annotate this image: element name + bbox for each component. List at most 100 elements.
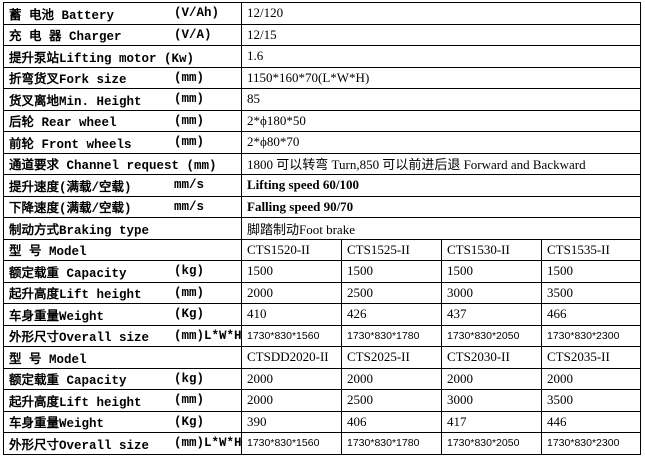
model-value: 417 bbox=[441, 410, 542, 433]
model-row: 额定载重 Capacity (kg) 2000 2000 2000 2000 bbox=[3, 367, 641, 390]
model-value: 3500 bbox=[541, 281, 641, 304]
row-label: 起升高度Lift height (mm) bbox=[3, 281, 242, 304]
model-value: 1730*830*2050 bbox=[441, 324, 542, 347]
label-name: 货叉离地Min. Height bbox=[9, 94, 142, 109]
spec-value: 1150*160*70(L*W*H) bbox=[241, 66, 641, 89]
model-row: 起升高度Lift height (mm) 2000 2500 3000 3500 bbox=[3, 281, 641, 304]
model-value: 1500 bbox=[241, 260, 342, 283]
label-name: 折弯货叉Fork size bbox=[9, 73, 127, 88]
label-unit: (Kg) bbox=[174, 414, 205, 429]
spec-row: 后轮 Rear wheel (mm) 2*ϕ180*50 bbox=[3, 109, 641, 132]
row-label: 额定载重 Capacity (kg) bbox=[3, 260, 242, 283]
spec-row: 蓄 电池 Battery (V/Ah) 12/120 bbox=[3, 2, 641, 25]
row-label: 提升泵站Lifting motor (Kw) bbox=[3, 45, 242, 68]
row-label: 制动方式Braking type bbox=[3, 217, 242, 240]
label-unit: (V/A) bbox=[174, 27, 212, 42]
model-value: 466 bbox=[541, 303, 641, 326]
spec-table: 蓄 电池 Battery (V/Ah) 12/120 充 电 器 Charger (V/… bbox=[3, 2, 641, 455]
label-unit: (mm) bbox=[174, 135, 205, 149]
model-value: CTS2030-II bbox=[441, 346, 542, 369]
model-row: 外形尺寸Overall size (mm)L*W*H 1730*830*1560 17… bbox=[3, 324, 641, 347]
row-label: 外形尺寸Overall size (mm)L*W*H bbox=[3, 432, 242, 455]
label-name: 起升高度Lift height bbox=[9, 395, 142, 410]
spec-row: 制动方式Braking type 脚踏制动Foot brake bbox=[3, 217, 641, 240]
spec-value: 12/15 bbox=[241, 23, 641, 46]
label-name: 外形尺寸Overall size bbox=[9, 438, 150, 453]
label-name: 起升高度Lift height bbox=[9, 288, 142, 303]
label-unit: (mm) bbox=[174, 393, 205, 407]
label-unit: (mm) bbox=[174, 285, 205, 300]
model-value: 2500 bbox=[341, 281, 442, 304]
label-unit: mm/s bbox=[174, 199, 205, 214]
label-unit: (mm) bbox=[174, 113, 205, 128]
row-label: 车身重量Weight (Kg) bbox=[3, 410, 242, 433]
label-name: 制动方式Braking type bbox=[9, 223, 150, 238]
model-value: 3500 bbox=[541, 389, 641, 412]
model-value: CTS1520-II bbox=[241, 238, 342, 261]
spec-value: Lifting speed 60/100 bbox=[241, 174, 641, 197]
spec-row: 提升泵站Lifting motor (Kw) 1.6 bbox=[3, 45, 641, 68]
spec-row: 通道要求 Channel request (mm) 1800 可以转弯 Turn,… bbox=[3, 152, 641, 175]
label-unit: (Kg) bbox=[174, 307, 205, 321]
row-label: 型 号 Model bbox=[3, 238, 242, 261]
model-row: 车身重量Weight (Kg) 410 426 437 466 bbox=[3, 303, 641, 326]
model-row: 起升高度Lift height (mm) 2000 2500 3000 3500 bbox=[3, 389, 641, 412]
spec-value: 脚踏制动Foot brake bbox=[241, 217, 641, 240]
row-label: 外形尺寸Overall size (mm)L*W*H bbox=[3, 324, 242, 347]
label-name: 后轮 Rear wheel bbox=[9, 116, 117, 131]
label-name: 充 电 器 Charger bbox=[9, 30, 122, 45]
spec-value: 1800 可以转弯 Turn,850 可以前进后退 Forward and Ba… bbox=[241, 152, 641, 175]
row-label: 起升高度Lift height (mm) bbox=[3, 389, 242, 412]
label-name: 下降速度(满载/空载) bbox=[9, 202, 132, 217]
spec-value: 85 bbox=[241, 88, 641, 111]
spec-value: 1.6 bbox=[241, 45, 641, 68]
model-value: 2000 bbox=[241, 281, 342, 304]
model-row: 车身重量Weight (Kg) 390 406 417 446 bbox=[3, 410, 641, 433]
model-value: 410 bbox=[241, 303, 342, 326]
model-value: CTS2035-II bbox=[541, 346, 641, 369]
row-label: 下降速度(满载/空载) mm/s bbox=[3, 195, 242, 218]
model-value: 437 bbox=[441, 303, 542, 326]
model-value: 1730*830*2050 bbox=[441, 432, 542, 455]
spec-row: 折弯货叉Fork size (mm) 1150*160*70(L*W*H) bbox=[3, 66, 641, 89]
row-label: 型 号 Model bbox=[3, 346, 242, 369]
label-name: 车身重量Weight bbox=[9, 417, 105, 432]
model-value: CTS2025-II bbox=[341, 346, 442, 369]
model-value: CTSDD2020-II bbox=[241, 346, 342, 369]
row-label: 后轮 Rear wheel (mm) bbox=[3, 109, 242, 132]
label-name: 蓄 电池 Battery bbox=[9, 8, 115, 23]
spec-value: Falling speed 90/70 bbox=[241, 195, 641, 218]
model-value: 1730*830*2300 bbox=[541, 324, 641, 347]
label-name: 通道要求 Channel request (mm) bbox=[9, 159, 217, 174]
spec-row: 下降速度(满载/空载) mm/s Falling speed 90/70 bbox=[3, 195, 641, 218]
model-value: 406 bbox=[341, 410, 442, 433]
spec-row: 前轮 Front wheels (mm) 2*ϕ80*70 bbox=[3, 131, 641, 154]
label-name: 外形尺寸Overall size bbox=[9, 331, 150, 346]
model-value: 1730*830*1560 bbox=[241, 324, 342, 347]
model-value: 1730*830*2300 bbox=[541, 432, 641, 455]
model-value: 2000 bbox=[541, 367, 641, 390]
label-name: 提升泵站Lifting motor (Kw) bbox=[9, 51, 195, 66]
model-value: 2000 bbox=[441, 367, 542, 390]
label-unit: (mm) bbox=[174, 92, 205, 106]
label-name: 提升速度(满载/空载) bbox=[9, 180, 132, 195]
label-name: 型 号 Model bbox=[9, 352, 87, 367]
model-value: 446 bbox=[541, 410, 641, 433]
label-name: 车身重量Weight bbox=[9, 309, 105, 324]
row-label: 货叉离地Min. Height (mm) bbox=[3, 88, 242, 111]
model-value: 1730*830*1780 bbox=[341, 324, 442, 347]
label-name: 额定载重 Capacity bbox=[9, 374, 127, 389]
row-label: 额定载重 Capacity (kg) bbox=[3, 367, 242, 390]
row-label: 车身重量Weight (Kg) bbox=[3, 303, 242, 326]
model-value: 1500 bbox=[541, 260, 641, 283]
model-value: CTS1525-II bbox=[341, 238, 442, 261]
label-unit: (mm) bbox=[174, 70, 205, 85]
spec-row: 提升速度(满载/空载) mm/s Lifting speed 60/100 bbox=[3, 174, 641, 197]
spec-table-body: 蓄 电池 Battery (V/Ah) 12/120 充 电 器 Charger (V/… bbox=[3, 2, 641, 455]
label-unit: (kg) bbox=[174, 371, 205, 386]
model-value: CTS1530-II bbox=[441, 238, 542, 261]
model-value: 1730*830*1780 bbox=[341, 432, 442, 455]
model-row: 型 号 Model CTSDD2020-II CTS2025-II CTS2030-I… bbox=[3, 346, 641, 369]
row-label: 通道要求 Channel request (mm) bbox=[3, 152, 242, 175]
label-unit: (kg) bbox=[174, 264, 205, 278]
